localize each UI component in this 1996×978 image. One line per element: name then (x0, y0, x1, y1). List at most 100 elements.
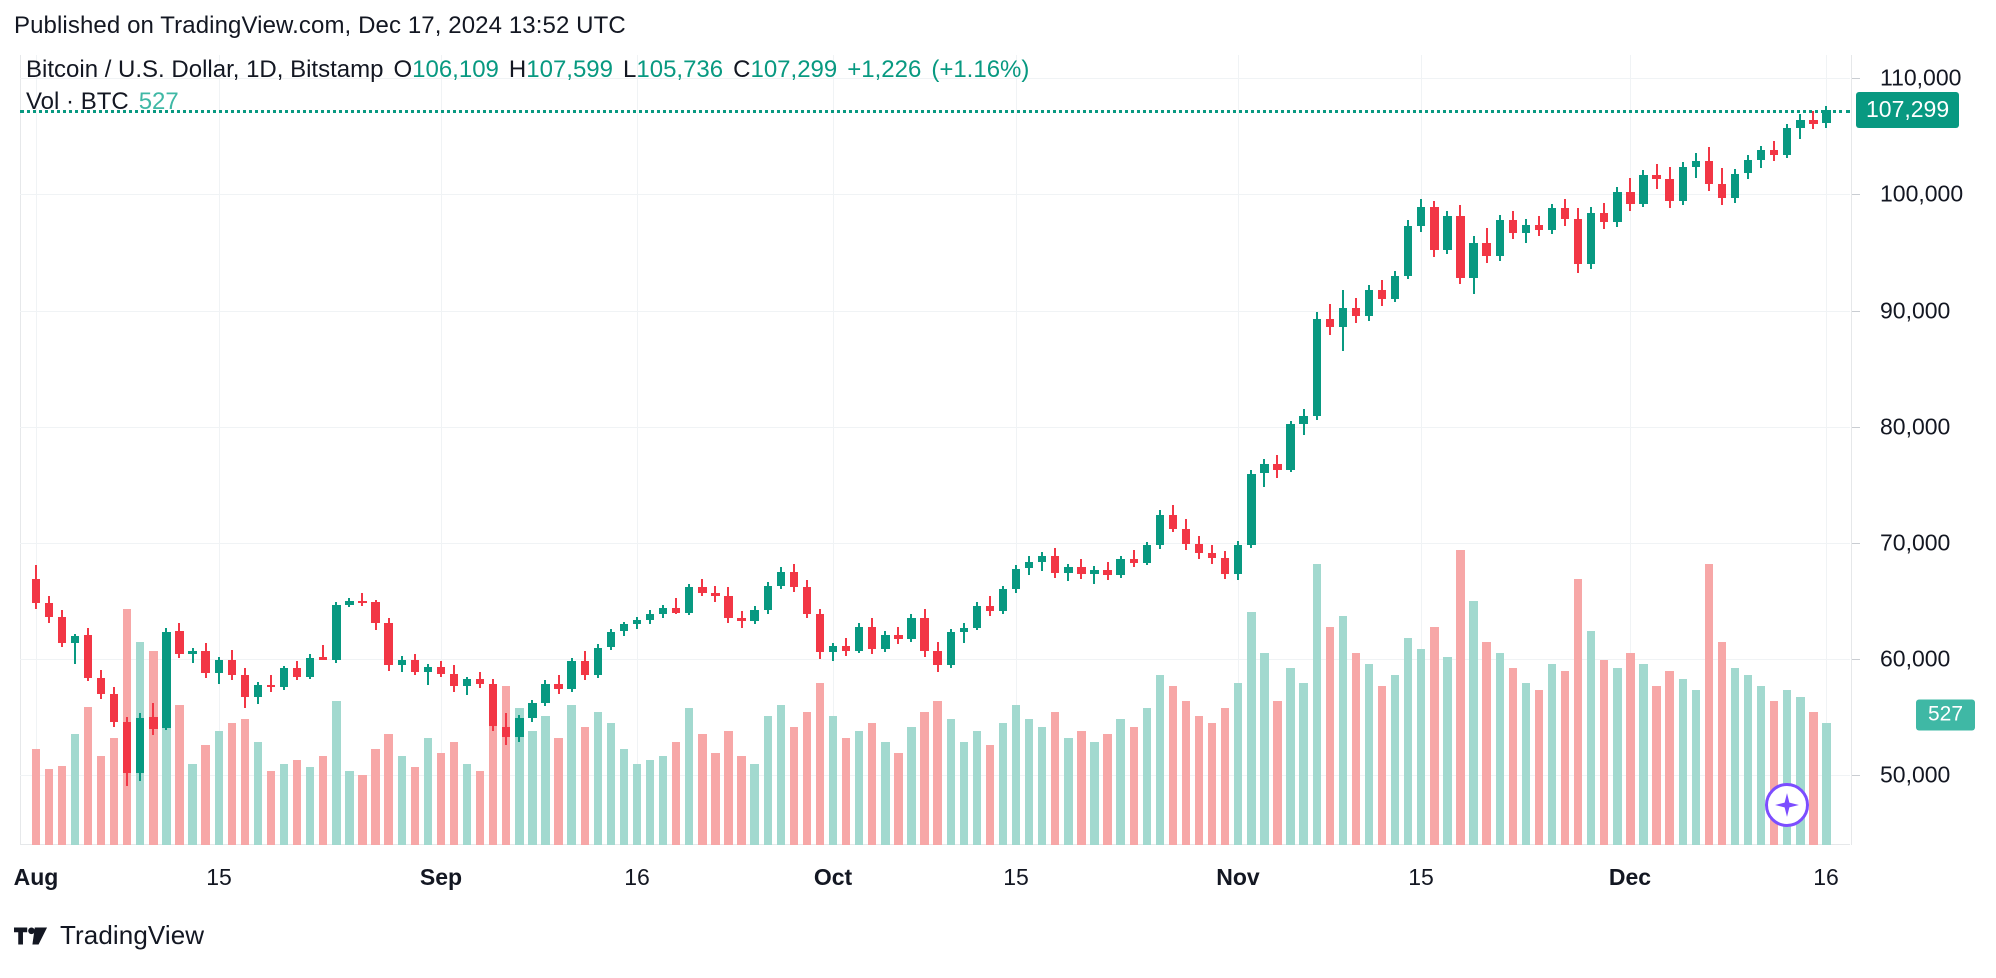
sparkle-glyph (1775, 793, 1800, 817)
candle-body (593, 647, 602, 676)
volume-bar (593, 712, 602, 845)
price-axis-label: 100,000 (1880, 180, 1964, 207)
volume-bar (1652, 686, 1661, 845)
volume-bar (1404, 638, 1413, 845)
candle-body (1678, 166, 1687, 202)
candle-body (1260, 463, 1269, 474)
time-axis[interactable]: Aug 15 Sep 16 Oct 15 Nov 15 Dec 16 (14, 846, 1996, 898)
chart-plot-area[interactable] (20, 55, 1850, 845)
candle-body (1770, 150, 1779, 155)
volume-bar (672, 741, 681, 845)
time-axis-label: 16 (624, 864, 650, 890)
legend-close-value: 107,299 (750, 56, 838, 83)
candle-body (1639, 174, 1648, 204)
volume-bar (1077, 730, 1086, 845)
candle-body (1613, 192, 1622, 223)
candle-body (1600, 213, 1609, 223)
volume-bar (528, 730, 537, 845)
volume-bar (881, 741, 890, 845)
candle-body (1181, 529, 1191, 545)
price-axis[interactable]: 110,000 100,000 90,000 80,000 70,000 60,000 50… (1851, 55, 1996, 845)
vertical-gridline (36, 55, 37, 845)
sparkle-icon[interactable] (1765, 783, 1810, 827)
candle-body (1730, 173, 1740, 198)
time-axis-label: Nov (1216, 864, 1260, 890)
volume-bar (475, 771, 485, 845)
volume-bar (1090, 741, 1099, 845)
volume-bar (1508, 667, 1517, 845)
volume-bar (933, 701, 942, 845)
volume-bar (894, 752, 903, 845)
candle-body (959, 627, 968, 633)
current-price-line (20, 109, 1850, 113)
candle-body (201, 650, 210, 674)
volume-bar (384, 734, 393, 845)
candle-body (1312, 318, 1321, 417)
candle-body (711, 592, 720, 597)
candle-body (894, 634, 903, 640)
candle-body (1443, 216, 1452, 251)
candle-body (802, 587, 812, 614)
candle-body (658, 608, 668, 614)
candle-body (672, 608, 681, 613)
candle-body (1587, 213, 1596, 265)
candle-body (1011, 568, 1021, 590)
candle-body (737, 618, 746, 621)
candle-body (1247, 474, 1256, 546)
volume-bar (502, 686, 511, 845)
legend-volume-label: Vol · BTC (26, 88, 129, 115)
legend-symbol: Bitcoin / U.S. Dollar, 1D, Bitstamp (26, 56, 384, 83)
vertical-gridline (441, 55, 442, 845)
volume-bar (515, 708, 524, 845)
candle-body (1364, 289, 1374, 317)
candle-body (881, 634, 890, 649)
volume-bar (1573, 579, 1583, 845)
tradingview-logo-icon (14, 927, 48, 944)
candle-body (1626, 192, 1635, 204)
price-axis-label: 110,000 (1880, 64, 1962, 91)
candle-body (1273, 463, 1282, 470)
volume-bar (332, 701, 341, 845)
vertical-gridline (1826, 55, 1827, 845)
candle-body (83, 634, 93, 678)
volume-bar (1155, 675, 1164, 845)
candle-body (724, 596, 733, 619)
vertical-gridline (1016, 55, 1017, 845)
volume-bar (1011, 704, 1021, 845)
volume-bar (1495, 653, 1504, 845)
volume-bar (1691, 689, 1700, 845)
volume-bar (907, 726, 916, 845)
volume-bar (698, 734, 707, 845)
candle-body (946, 632, 955, 665)
candle-wick (832, 642, 835, 662)
candle-body (1456, 216, 1465, 279)
volume-badge[interactable]: 527 (1916, 699, 1976, 731)
candle-body (619, 624, 629, 632)
volume-bar (1142, 708, 1151, 845)
candle-body (240, 675, 249, 698)
volume-bar (685, 708, 694, 845)
volume-bar (358, 774, 367, 845)
candle-body (227, 660, 236, 676)
volume-bar (1338, 616, 1347, 845)
candle-body (109, 693, 119, 722)
volume-bar (724, 730, 733, 845)
volume-bar (1743, 675, 1753, 845)
volume-bar (1064, 737, 1073, 845)
volume-bar (1181, 701, 1191, 845)
legend-volume-row: Vol · BTC 527 (26, 88, 1029, 116)
candle-body (828, 646, 838, 653)
current-price-badge[interactable]: 107,299 (1856, 91, 1960, 128)
volume-bar (750, 763, 759, 845)
legend-change-percent: (+1.16%) (931, 56, 1030, 83)
candle-body (632, 619, 642, 625)
candle-body (462, 678, 472, 686)
candle-body (1417, 207, 1426, 226)
volume-bar (1822, 723, 1831, 845)
volume-bar (541, 715, 550, 845)
volume-bar (292, 760, 302, 845)
candle-body (1325, 318, 1334, 327)
candle-body (449, 674, 459, 686)
candle-body (1430, 207, 1439, 251)
candle-body (1756, 150, 1766, 160)
